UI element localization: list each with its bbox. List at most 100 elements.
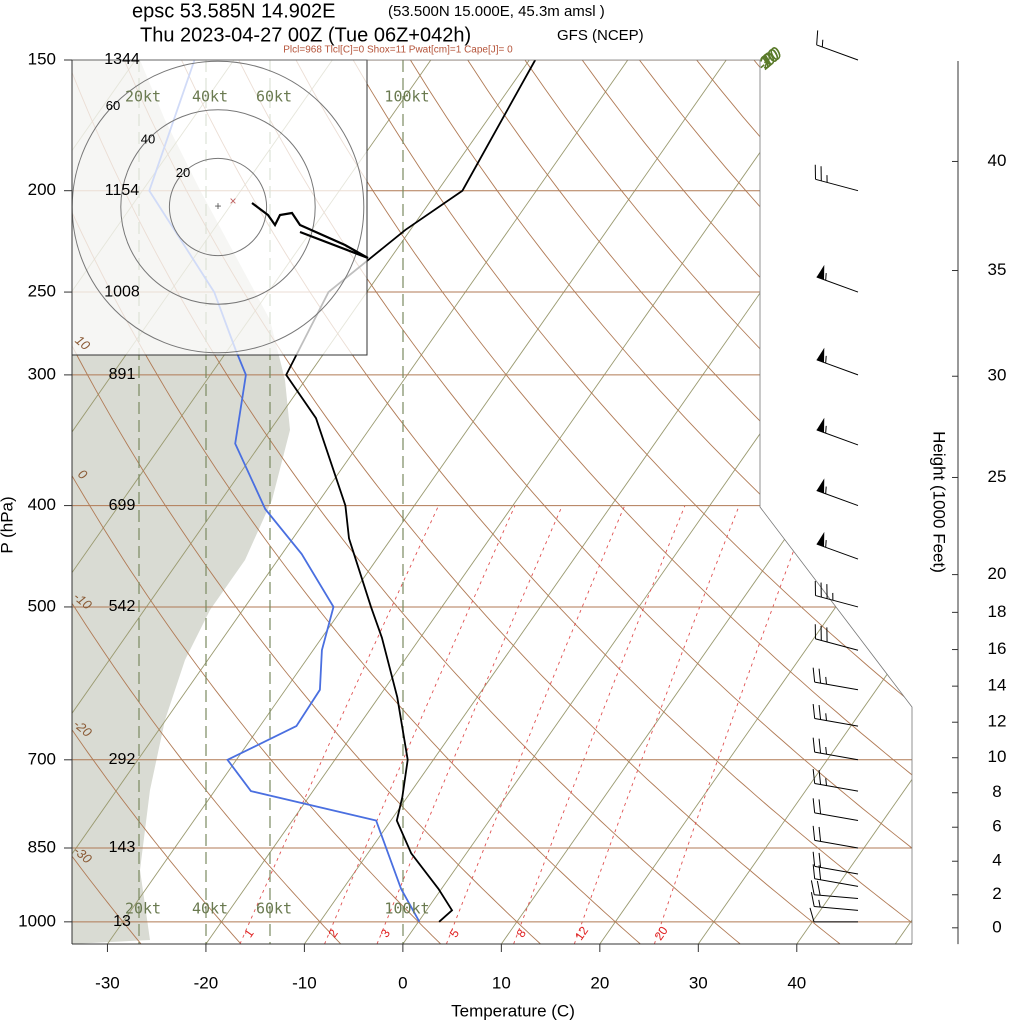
barb-staff xyxy=(816,543,859,560)
dry-adiabat xyxy=(72,60,342,944)
barb-full xyxy=(818,705,822,720)
dry-adiabat xyxy=(0,0,41,944)
x-tick-label: 40 xyxy=(787,973,806,992)
barb-full xyxy=(812,825,816,841)
barb-staff xyxy=(814,894,859,900)
barb-full xyxy=(812,851,816,867)
barb-staff xyxy=(814,751,859,761)
barb-full xyxy=(818,738,822,754)
y2-tick-label: 35 xyxy=(988,260,1007,279)
height-label: 13 xyxy=(113,913,131,930)
barb-staff xyxy=(815,638,859,651)
isotherm xyxy=(500,60,912,944)
ring-label: 20 xyxy=(176,165,190,180)
y-tick-label: 150 xyxy=(28,49,56,68)
wind-barb xyxy=(812,825,859,849)
y-tick-label: 200 xyxy=(28,180,56,199)
mixing-ratio-line xyxy=(376,505,563,944)
isotherm xyxy=(304,60,912,944)
hodograph-origin: + xyxy=(214,199,221,213)
y2-tick-label: 16 xyxy=(988,639,1007,658)
barb-staff xyxy=(815,595,859,608)
speed-label: 100kt xyxy=(384,88,429,106)
barb-full xyxy=(810,892,815,907)
barb-full xyxy=(816,30,819,45)
barb-full xyxy=(809,907,815,922)
y2-tick-label: 18 xyxy=(988,602,1007,621)
barb-half xyxy=(825,540,827,548)
wind-barb xyxy=(810,880,859,900)
barb-staff xyxy=(814,865,859,875)
barb-staff xyxy=(814,839,859,849)
hodograph-trace xyxy=(251,202,369,260)
dry-adiabat xyxy=(636,60,912,944)
barb-full xyxy=(818,826,822,842)
barb-half xyxy=(825,676,827,685)
barb-pennant xyxy=(816,417,825,433)
barb-half xyxy=(821,39,824,48)
y2-tick-label: 14 xyxy=(988,676,1007,695)
barb-full xyxy=(818,770,822,785)
y-tick-label: 300 xyxy=(28,364,56,383)
wind-barb xyxy=(812,851,859,875)
height-label: 699 xyxy=(109,497,136,514)
isotherm xyxy=(0,0,60,944)
barb-staff xyxy=(816,429,859,446)
isotherm xyxy=(599,60,912,944)
barb-full xyxy=(818,668,822,684)
height-label: 542 xyxy=(109,598,136,615)
barb-full xyxy=(818,799,822,814)
barb-pennant xyxy=(816,531,825,547)
y2-tick-label: 12 xyxy=(988,712,1007,731)
y2-tick-label: 8 xyxy=(992,782,1001,801)
dry-adiabat xyxy=(72,60,242,944)
hodograph-mean: × xyxy=(229,194,236,208)
barb-half xyxy=(818,899,821,908)
mixing-ratio-line xyxy=(653,505,811,944)
barb-half xyxy=(825,713,827,721)
y2-tick-label: 4 xyxy=(992,851,1001,870)
wind-barb xyxy=(816,417,859,446)
y2-tick-label: 2 xyxy=(992,884,1001,903)
height-label: 1344 xyxy=(104,51,140,68)
mixing-ratio-line xyxy=(573,505,740,944)
mixing-ratio-label: 8 xyxy=(514,926,529,940)
barb-full xyxy=(818,852,822,868)
mixing-ratio-label: 5 xyxy=(447,926,462,940)
mixing-ratio-line xyxy=(239,505,440,944)
y-tick-label: 400 xyxy=(28,495,56,514)
wind-barb xyxy=(816,347,859,376)
wind-barb xyxy=(816,264,859,293)
speed-label: 20kt xyxy=(125,900,161,918)
wind-barb xyxy=(812,768,859,792)
dry-adiabat xyxy=(438,60,912,944)
speed-label: 20kt xyxy=(125,88,161,106)
barb-full xyxy=(812,798,816,813)
barb-full xyxy=(810,880,815,895)
height-label: 1154 xyxy=(105,182,140,199)
barb-full xyxy=(816,880,821,896)
dry-adiabat xyxy=(72,60,142,944)
mixing-ratio-line xyxy=(445,505,626,944)
y-tick-label: 500 xyxy=(28,596,56,615)
barb-staff xyxy=(816,490,859,507)
wind-barb xyxy=(810,892,859,911)
barb-staff xyxy=(814,906,859,911)
y-tick-label: 700 xyxy=(28,749,56,768)
hodograph-ring xyxy=(120,109,316,305)
barb-staff xyxy=(814,878,859,887)
barb-staff xyxy=(816,44,859,61)
wind-barb xyxy=(816,478,859,507)
mixing-ratio-label: 3 xyxy=(378,926,393,940)
plot-border xyxy=(72,59,913,944)
isotherm xyxy=(697,60,912,944)
barb-staff xyxy=(814,812,859,821)
speed-label: 60kt xyxy=(256,88,292,106)
x-tick-label: 10 xyxy=(492,973,511,992)
barb-full xyxy=(812,667,816,683)
wind-barb xyxy=(812,737,859,761)
height-label: 292 xyxy=(109,751,136,768)
dry-adiabat xyxy=(784,60,912,944)
